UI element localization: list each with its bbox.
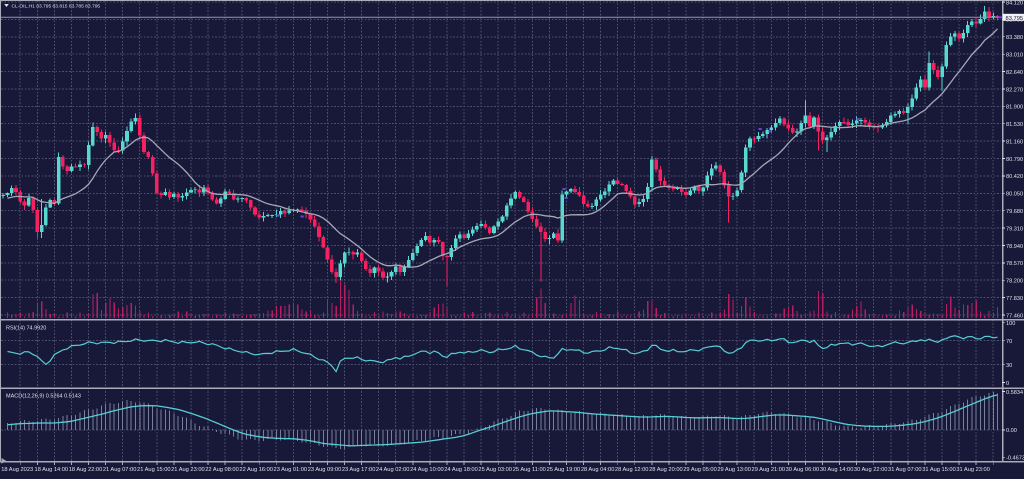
- svg-text:31 Aug 23:00: 31 Aug 23:00: [956, 467, 990, 473]
- svg-text:81.530: 81.530: [1006, 122, 1023, 128]
- svg-text:18 Aug 14:00: 18 Aug 14:00: [35, 467, 69, 473]
- svg-text:30 Aug 06:00: 30 Aug 06:00: [786, 467, 820, 473]
- svg-text:25 Aug 03:00: 25 Aug 03:00: [478, 467, 512, 473]
- svg-text:80.790: 80.790: [1006, 157, 1023, 163]
- svg-text:82.640: 82.640: [1006, 70, 1023, 76]
- svg-text:84.120: 84.120: [1006, 0, 1023, 6]
- svg-text:80.050: 80.050: [1006, 192, 1023, 198]
- svg-text:100: 100: [1006, 321, 1015, 327]
- svg-text:18 Aug 22:00: 18 Aug 22:00: [69, 467, 103, 473]
- svg-text:23 Aug 17:00: 23 Aug 17:00: [342, 467, 376, 473]
- svg-text:83.795: 83.795: [1006, 16, 1024, 22]
- svg-text:83.010: 83.010: [1006, 53, 1023, 59]
- svg-text:24 Aug 10:00: 24 Aug 10:00: [410, 467, 444, 473]
- svg-text:18 Aug 2023: 18 Aug 2023: [1, 467, 33, 473]
- svg-text:25 Aug 19:00: 25 Aug 19:00: [547, 467, 581, 473]
- svg-text:-0.4673: -0.4673: [1006, 456, 1024, 462]
- svg-text:28 Aug 20:00: 28 Aug 20:00: [649, 467, 683, 473]
- svg-text:80.420: 80.420: [1006, 174, 1023, 180]
- svg-text:81.160: 81.160: [1006, 139, 1023, 145]
- svg-text:30: 30: [1006, 363, 1012, 369]
- svg-text:29 Aug 05:00: 29 Aug 05:00: [683, 467, 717, 473]
- svg-text:31 Aug 15:00: 31 Aug 15:00: [922, 467, 956, 473]
- svg-text:23 Aug 09:00: 23 Aug 09:00: [308, 467, 342, 473]
- svg-text:22 Aug 16:00: 22 Aug 16:00: [239, 467, 273, 473]
- svg-text:21 Aug 07:00: 21 Aug 07:00: [103, 467, 137, 473]
- svg-text:0.00: 0.00: [1006, 428, 1017, 434]
- svg-text:70: 70: [1006, 339, 1012, 345]
- svg-text:77.460: 77.460: [1006, 313, 1023, 319]
- svg-text:78.940: 78.940: [1006, 244, 1023, 250]
- svg-text:81.900: 81.900: [1006, 105, 1023, 111]
- svg-text:29 Aug 21:00: 29 Aug 21:00: [752, 467, 786, 473]
- svg-text:0: 0: [1006, 381, 1009, 387]
- svg-text:21 Aug 15:00: 21 Aug 15:00: [137, 467, 171, 473]
- svg-text:30 Aug 14:00: 30 Aug 14:00: [820, 467, 854, 473]
- svg-text:78.200: 78.200: [1006, 279, 1023, 285]
- svg-text:24 Aug 02:00: 24 Aug 02:00: [376, 467, 410, 473]
- svg-text:79.680: 79.680: [1006, 209, 1023, 215]
- svg-text:24 Aug 18:00: 24 Aug 18:00: [444, 467, 478, 473]
- svg-text:83.380: 83.380: [1006, 35, 1023, 41]
- svg-text:23 Aug 01:00: 23 Aug 01:00: [274, 467, 308, 473]
- svg-text:30 Aug 22:00: 30 Aug 22:00: [854, 467, 888, 473]
- svg-text:0.5834: 0.5834: [1006, 390, 1023, 396]
- svg-text:MACD(12,26,9) 0.5264 0.5143: MACD(12,26,9) 0.5264 0.5143: [6, 394, 81, 400]
- svg-text:31 Aug 07:00: 31 Aug 07:00: [888, 467, 922, 473]
- svg-text:RSI(14) 74.9920: RSI(14) 74.9920: [6, 326, 46, 332]
- svg-text:82.270: 82.270: [1006, 87, 1023, 93]
- svg-text:22 Aug 08:00: 22 Aug 08:00: [205, 467, 239, 473]
- svg-text:77.830: 77.830: [1006, 296, 1023, 302]
- svg-text:29 Aug 13:00: 29 Aug 13:00: [717, 467, 751, 473]
- svg-text:28 Aug 04:00: 28 Aug 04:00: [581, 467, 615, 473]
- svg-text:21 Aug 23:00: 21 Aug 23:00: [171, 467, 205, 473]
- svg-text:CL-OIL,H1 83.795 83.815 83.785: CL-OIL,H1 83.795 83.815 83.785 83.795: [12, 4, 101, 10]
- svg-text:28 Aug 12:00: 28 Aug 12:00: [615, 467, 649, 473]
- svg-text:25 Aug 11:00: 25 Aug 11:00: [513, 467, 546, 473]
- svg-text:78.570: 78.570: [1006, 261, 1023, 267]
- svg-text:79.310: 79.310: [1006, 226, 1023, 232]
